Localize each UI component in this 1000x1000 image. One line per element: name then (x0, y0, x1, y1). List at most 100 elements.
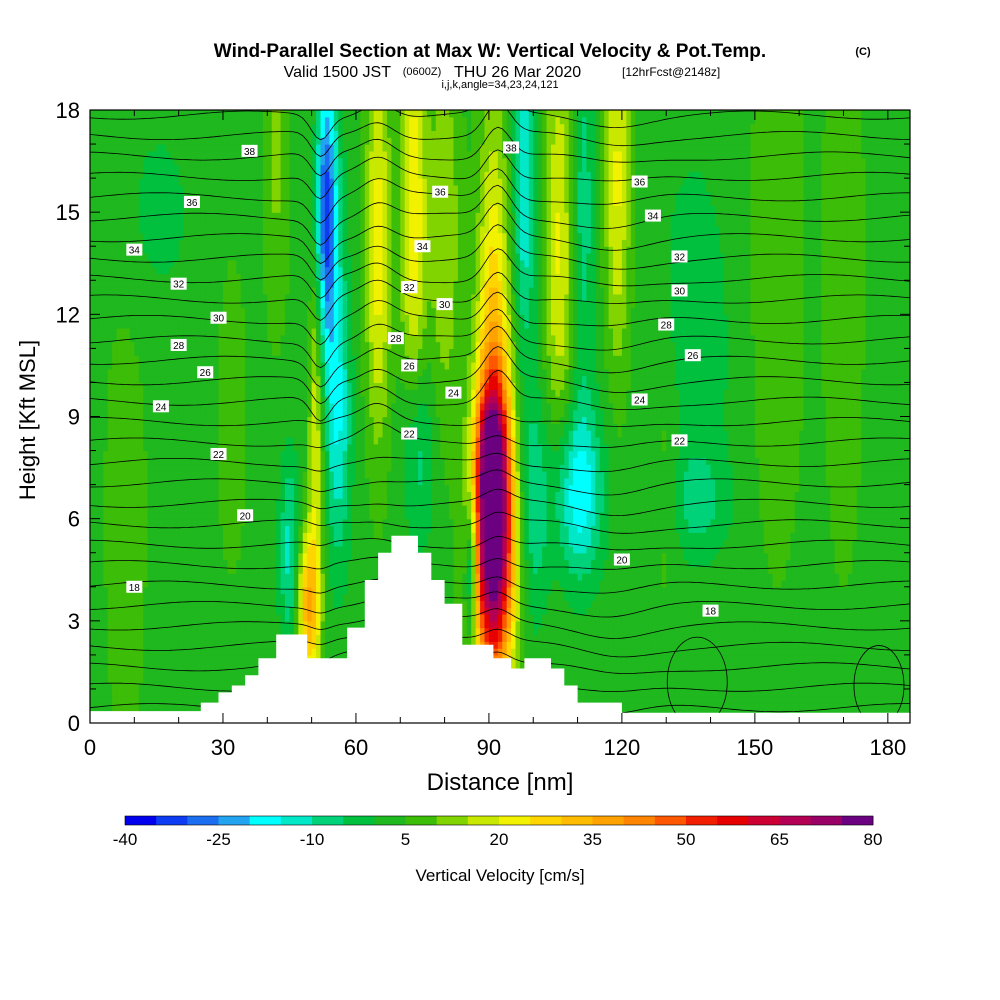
w-cell (519, 579, 525, 588)
w-cell (329, 552, 335, 561)
w-cell (732, 634, 738, 642)
w-cell (550, 641, 556, 649)
w-cell (209, 593, 215, 601)
w-cell (728, 566, 734, 574)
w-cell (555, 552, 561, 561)
w-cell (905, 627, 910, 636)
w-cell (590, 600, 596, 608)
w-cell (608, 648, 614, 656)
w-cell (165, 579, 171, 588)
w-cell (697, 593, 703, 601)
w-cell (254, 579, 260, 588)
w-cell (360, 566, 366, 574)
w-cell (542, 634, 548, 642)
w-cell (714, 586, 720, 595)
w-cell (533, 634, 539, 642)
w-cell (754, 593, 760, 601)
w-cell (205, 695, 211, 704)
w-cell (821, 654, 827, 663)
w-cell (94, 654, 100, 663)
w-cell (568, 559, 574, 567)
w-cell (254, 634, 260, 642)
w-cell (488, 573, 494, 581)
w-cell (112, 688, 118, 697)
w-cell (843, 600, 849, 608)
w-cell (861, 600, 867, 608)
w-cell (152, 654, 158, 663)
w-cell (825, 586, 831, 595)
w-cell (586, 586, 592, 595)
w-cell (878, 579, 884, 588)
w-cell (302, 614, 308, 622)
w-cell (200, 600, 206, 608)
w-cell (143, 641, 149, 649)
w-cell (630, 675, 636, 683)
w-cell (471, 539, 477, 547)
w-cell (763, 641, 769, 649)
w-cell (103, 545, 109, 554)
w-cell (205, 593, 211, 601)
w-cell (790, 634, 796, 642)
w-cell (196, 641, 202, 649)
w-cell (200, 661, 206, 670)
w-cell (258, 586, 264, 595)
w-cell (883, 559, 889, 567)
w-cell (657, 661, 663, 670)
w-cell (599, 566, 605, 574)
w-cell (794, 545, 800, 554)
w-cell (542, 607, 548, 615)
w-cell (723, 695, 729, 704)
w-cell (200, 641, 206, 649)
w-cell (271, 566, 277, 574)
w-cell (830, 559, 836, 567)
w-cell (550, 627, 556, 636)
w-cell (307, 593, 313, 601)
w-cell (156, 573, 162, 581)
w-cell (227, 573, 233, 581)
w-cell (723, 661, 729, 670)
w-cell (267, 620, 273, 629)
w-cell (595, 600, 601, 608)
w-cell (511, 634, 517, 642)
w-cell (515, 614, 521, 622)
w-cell (590, 654, 596, 663)
w-cell (542, 573, 548, 581)
w-cell (307, 539, 313, 547)
w-cell (883, 593, 889, 601)
w-cell (227, 586, 233, 595)
w-cell (692, 614, 698, 622)
w-cell (191, 579, 197, 588)
w-cell (825, 641, 831, 649)
w-cell (555, 600, 561, 608)
w-cell (692, 648, 698, 656)
w-cell (116, 600, 122, 608)
w-cell (830, 682, 836, 690)
w-cell (635, 668, 641, 676)
w-cell (644, 620, 650, 629)
w-cell (683, 539, 689, 547)
w-cell (280, 627, 286, 636)
w-cell (227, 539, 233, 547)
w-cell (564, 593, 570, 601)
w-cell (360, 614, 366, 622)
grid-index-info: i,j,k,angle=34,23,24,121 (441, 79, 558, 91)
w-cell (883, 668, 889, 676)
w-cell (280, 600, 286, 608)
w-cell (147, 695, 153, 704)
w-cell (138, 573, 144, 581)
w-cell (316, 552, 322, 561)
w-cell (183, 620, 189, 629)
w-cell (790, 552, 796, 561)
w-cell (635, 620, 641, 629)
w-cell (741, 573, 747, 581)
w-cell (839, 675, 845, 683)
w-cell (271, 573, 277, 581)
w-cell (825, 620, 831, 629)
w-cell (484, 539, 490, 547)
w-cell (590, 682, 596, 690)
w-cell (648, 586, 654, 595)
w-cell (231, 661, 237, 670)
w-cell (475, 559, 481, 567)
w-cell (138, 593, 144, 601)
w-cell (621, 586, 627, 595)
